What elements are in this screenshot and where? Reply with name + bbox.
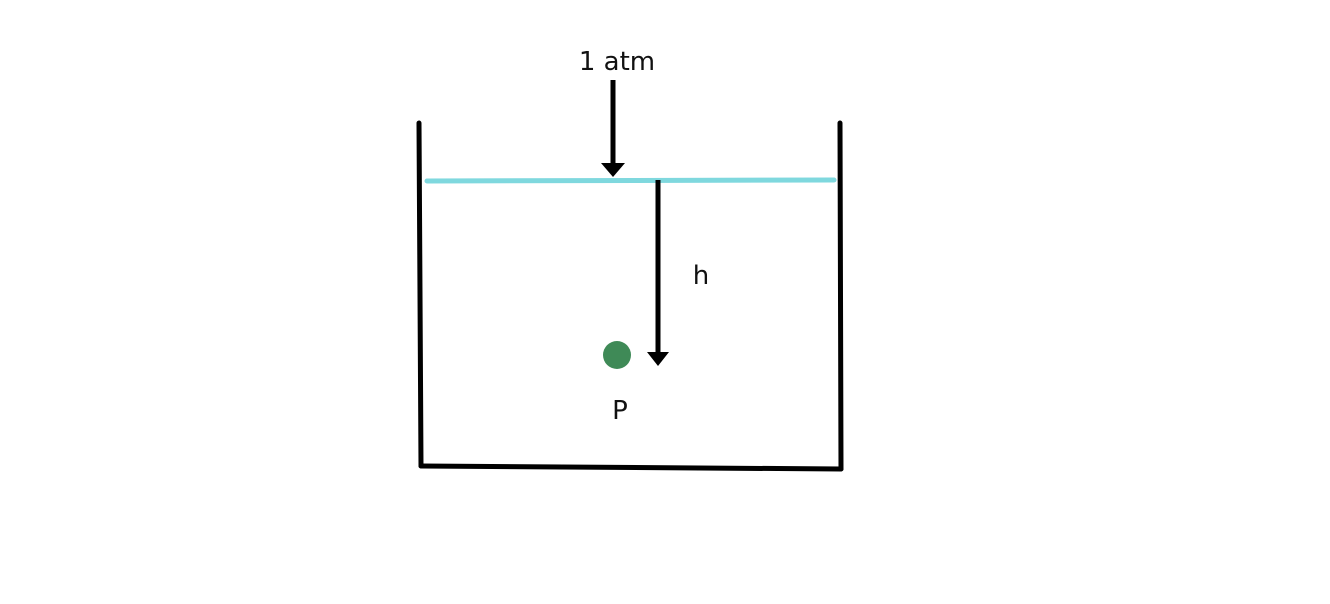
container-left-wall (416, 120, 424, 469)
pressure-label: 1 atm (579, 47, 655, 77)
container-bottom (418, 463, 844, 472)
pressure-arrow-head (601, 163, 625, 177)
pressure-arrow (601, 80, 625, 177)
container (416, 120, 844, 472)
container-right-wall (837, 120, 844, 472)
depth-arrow-head (647, 352, 669, 366)
water-surface-line (424, 177, 837, 184)
point-p-marker (603, 341, 631, 369)
depth-label: h (693, 261, 709, 291)
depth-arrow (647, 180, 669, 366)
point-label: P (612, 396, 628, 426)
